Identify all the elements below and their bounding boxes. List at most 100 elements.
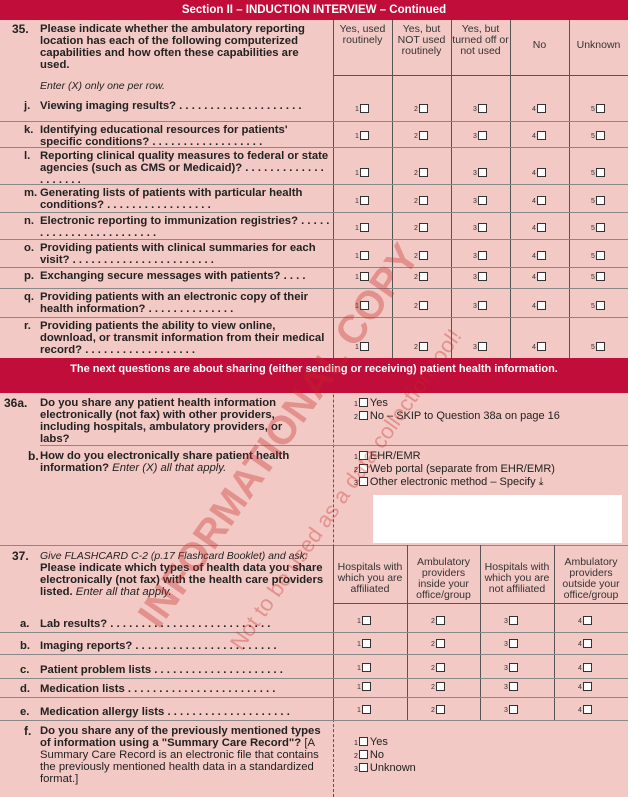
option[interactable]: 1 Yes (354, 397, 388, 409)
q37-option-4-checkbox[interactable]: 4 (578, 616, 592, 625)
checkbox[interactable] (595, 342, 605, 351)
checkbox[interactable] (536, 223, 546, 232)
q35-option-3-checkbox[interactable]: 3 (473, 168, 487, 177)
q37-option-3-checkbox[interactable]: 3 (504, 663, 518, 672)
q35-option-2-checkbox[interactable]: 2 (414, 131, 428, 140)
checkbox[interactable] (359, 196, 369, 205)
q35-option-2-checkbox[interactable]: 2 (414, 251, 428, 260)
q37-option-1-checkbox[interactable]: 1 (357, 616, 371, 625)
checkbox[interactable] (418, 196, 428, 205)
checkbox[interactable] (582, 639, 592, 648)
q35-option-5-checkbox[interactable]: 5 (591, 223, 605, 232)
q35-option-1-checkbox[interactable]: 1 (355, 131, 369, 140)
checkbox[interactable] (358, 763, 368, 772)
q35-option-3-checkbox[interactable]: 3 (473, 272, 487, 281)
q37-option-1-checkbox[interactable]: 1 (357, 663, 371, 672)
q35-option-4-checkbox[interactable]: 4 (532, 272, 546, 281)
checkbox[interactable] (536, 342, 546, 351)
option[interactable]: 3 Other electronic method – Specify ⤓ (354, 476, 544, 489)
specify-text-field[interactable] (373, 495, 622, 543)
checkbox[interactable] (435, 639, 445, 648)
checkbox[interactable] (536, 272, 546, 281)
checkbox[interactable] (418, 342, 428, 351)
option[interactable]: 3 Unknown (354, 762, 416, 774)
q35-option-3-checkbox[interactable]: 3 (473, 251, 487, 260)
checkbox[interactable] (477, 131, 487, 140)
q37-option-2-checkbox[interactable]: 2 (431, 705, 445, 714)
q35-option-3-checkbox[interactable]: 3 (473, 342, 487, 351)
checkbox[interactable] (361, 616, 371, 625)
checkbox[interactable] (358, 477, 368, 486)
checkbox[interactable] (358, 411, 368, 420)
q35-option-3-checkbox[interactable]: 3 (473, 196, 487, 205)
q35-option-4-checkbox[interactable]: 4 (532, 301, 546, 310)
q35-option-4-checkbox[interactable]: 4 (532, 104, 546, 113)
checkbox[interactable] (582, 616, 592, 625)
checkbox[interactable] (359, 104, 369, 113)
q37-option-2-checkbox[interactable]: 2 (431, 663, 445, 672)
checkbox[interactable] (359, 272, 369, 281)
checkbox[interactable] (536, 301, 546, 310)
checkbox[interactable] (536, 168, 546, 177)
checkbox[interactable] (418, 104, 428, 113)
checkbox[interactable] (418, 223, 428, 232)
q37-option-3-checkbox[interactable]: 3 (504, 705, 518, 714)
q35-option-1-checkbox[interactable]: 1 (355, 272, 369, 281)
q37-option-1-checkbox[interactable]: 1 (357, 682, 371, 691)
option[interactable]: 2 Web portal (separate from EHR/EMR) (354, 463, 555, 475)
checkbox[interactable] (536, 196, 546, 205)
q37-option-4-checkbox[interactable]: 4 (578, 663, 592, 672)
q35-option-2-checkbox[interactable]: 2 (414, 301, 428, 310)
q37-option-2-checkbox[interactable]: 2 (431, 639, 445, 648)
checkbox[interactable] (418, 131, 428, 140)
checkbox[interactable] (361, 682, 371, 691)
checkbox[interactable] (477, 251, 487, 260)
option[interactable]: 2 No (354, 749, 384, 761)
q35-option-2-checkbox[interactable]: 2 (414, 223, 428, 232)
checkbox[interactable] (359, 342, 369, 351)
checkbox[interactable] (595, 301, 605, 310)
checkbox[interactable] (595, 251, 605, 260)
q35-option-5-checkbox[interactable]: 5 (591, 168, 605, 177)
checkbox[interactable] (477, 342, 487, 351)
checkbox[interactable] (358, 464, 368, 473)
q35-option-2-checkbox[interactable]: 2 (414, 196, 428, 205)
q35-option-3-checkbox[interactable]: 3 (473, 301, 487, 310)
checkbox[interactable] (508, 639, 518, 648)
q37-option-2-checkbox[interactable]: 2 (431, 682, 445, 691)
q35-option-1-checkbox[interactable]: 1 (355, 168, 369, 177)
checkbox[interactable] (435, 682, 445, 691)
checkbox[interactable] (418, 272, 428, 281)
q35-option-4-checkbox[interactable]: 4 (532, 131, 546, 140)
q35-option-1-checkbox[interactable]: 1 (355, 342, 369, 351)
checkbox[interactable] (435, 616, 445, 625)
q37-option-4-checkbox[interactable]: 4 (578, 705, 592, 714)
checkbox[interactable] (595, 272, 605, 281)
checkbox[interactable] (358, 398, 368, 407)
checkbox[interactable] (595, 131, 605, 140)
q37-option-3-checkbox[interactable]: 3 (504, 639, 518, 648)
checkbox[interactable] (477, 272, 487, 281)
q35-option-1-checkbox[interactable]: 1 (355, 104, 369, 113)
checkbox[interactable] (508, 663, 518, 672)
checkbox[interactable] (359, 251, 369, 260)
checkbox[interactable] (595, 223, 605, 232)
checkbox[interactable] (359, 301, 369, 310)
q37-option-1-checkbox[interactable]: 1 (357, 705, 371, 714)
checkbox[interactable] (358, 750, 368, 759)
checkbox[interactable] (477, 301, 487, 310)
q35-option-2-checkbox[interactable]: 2 (414, 168, 428, 177)
checkbox[interactable] (435, 705, 445, 714)
checkbox[interactable] (359, 223, 369, 232)
checkbox[interactable] (595, 104, 605, 113)
checkbox[interactable] (358, 737, 368, 746)
q35-option-4-checkbox[interactable]: 4 (532, 342, 546, 351)
checkbox[interactable] (418, 301, 428, 310)
checkbox[interactable] (361, 639, 371, 648)
checkbox[interactable] (536, 131, 546, 140)
checkbox[interactable] (508, 705, 518, 714)
checkbox[interactable] (418, 251, 428, 260)
q35-option-5-checkbox[interactable]: 5 (591, 196, 605, 205)
checkbox[interactable] (361, 663, 371, 672)
q35-option-4-checkbox[interactable]: 4 (532, 168, 546, 177)
